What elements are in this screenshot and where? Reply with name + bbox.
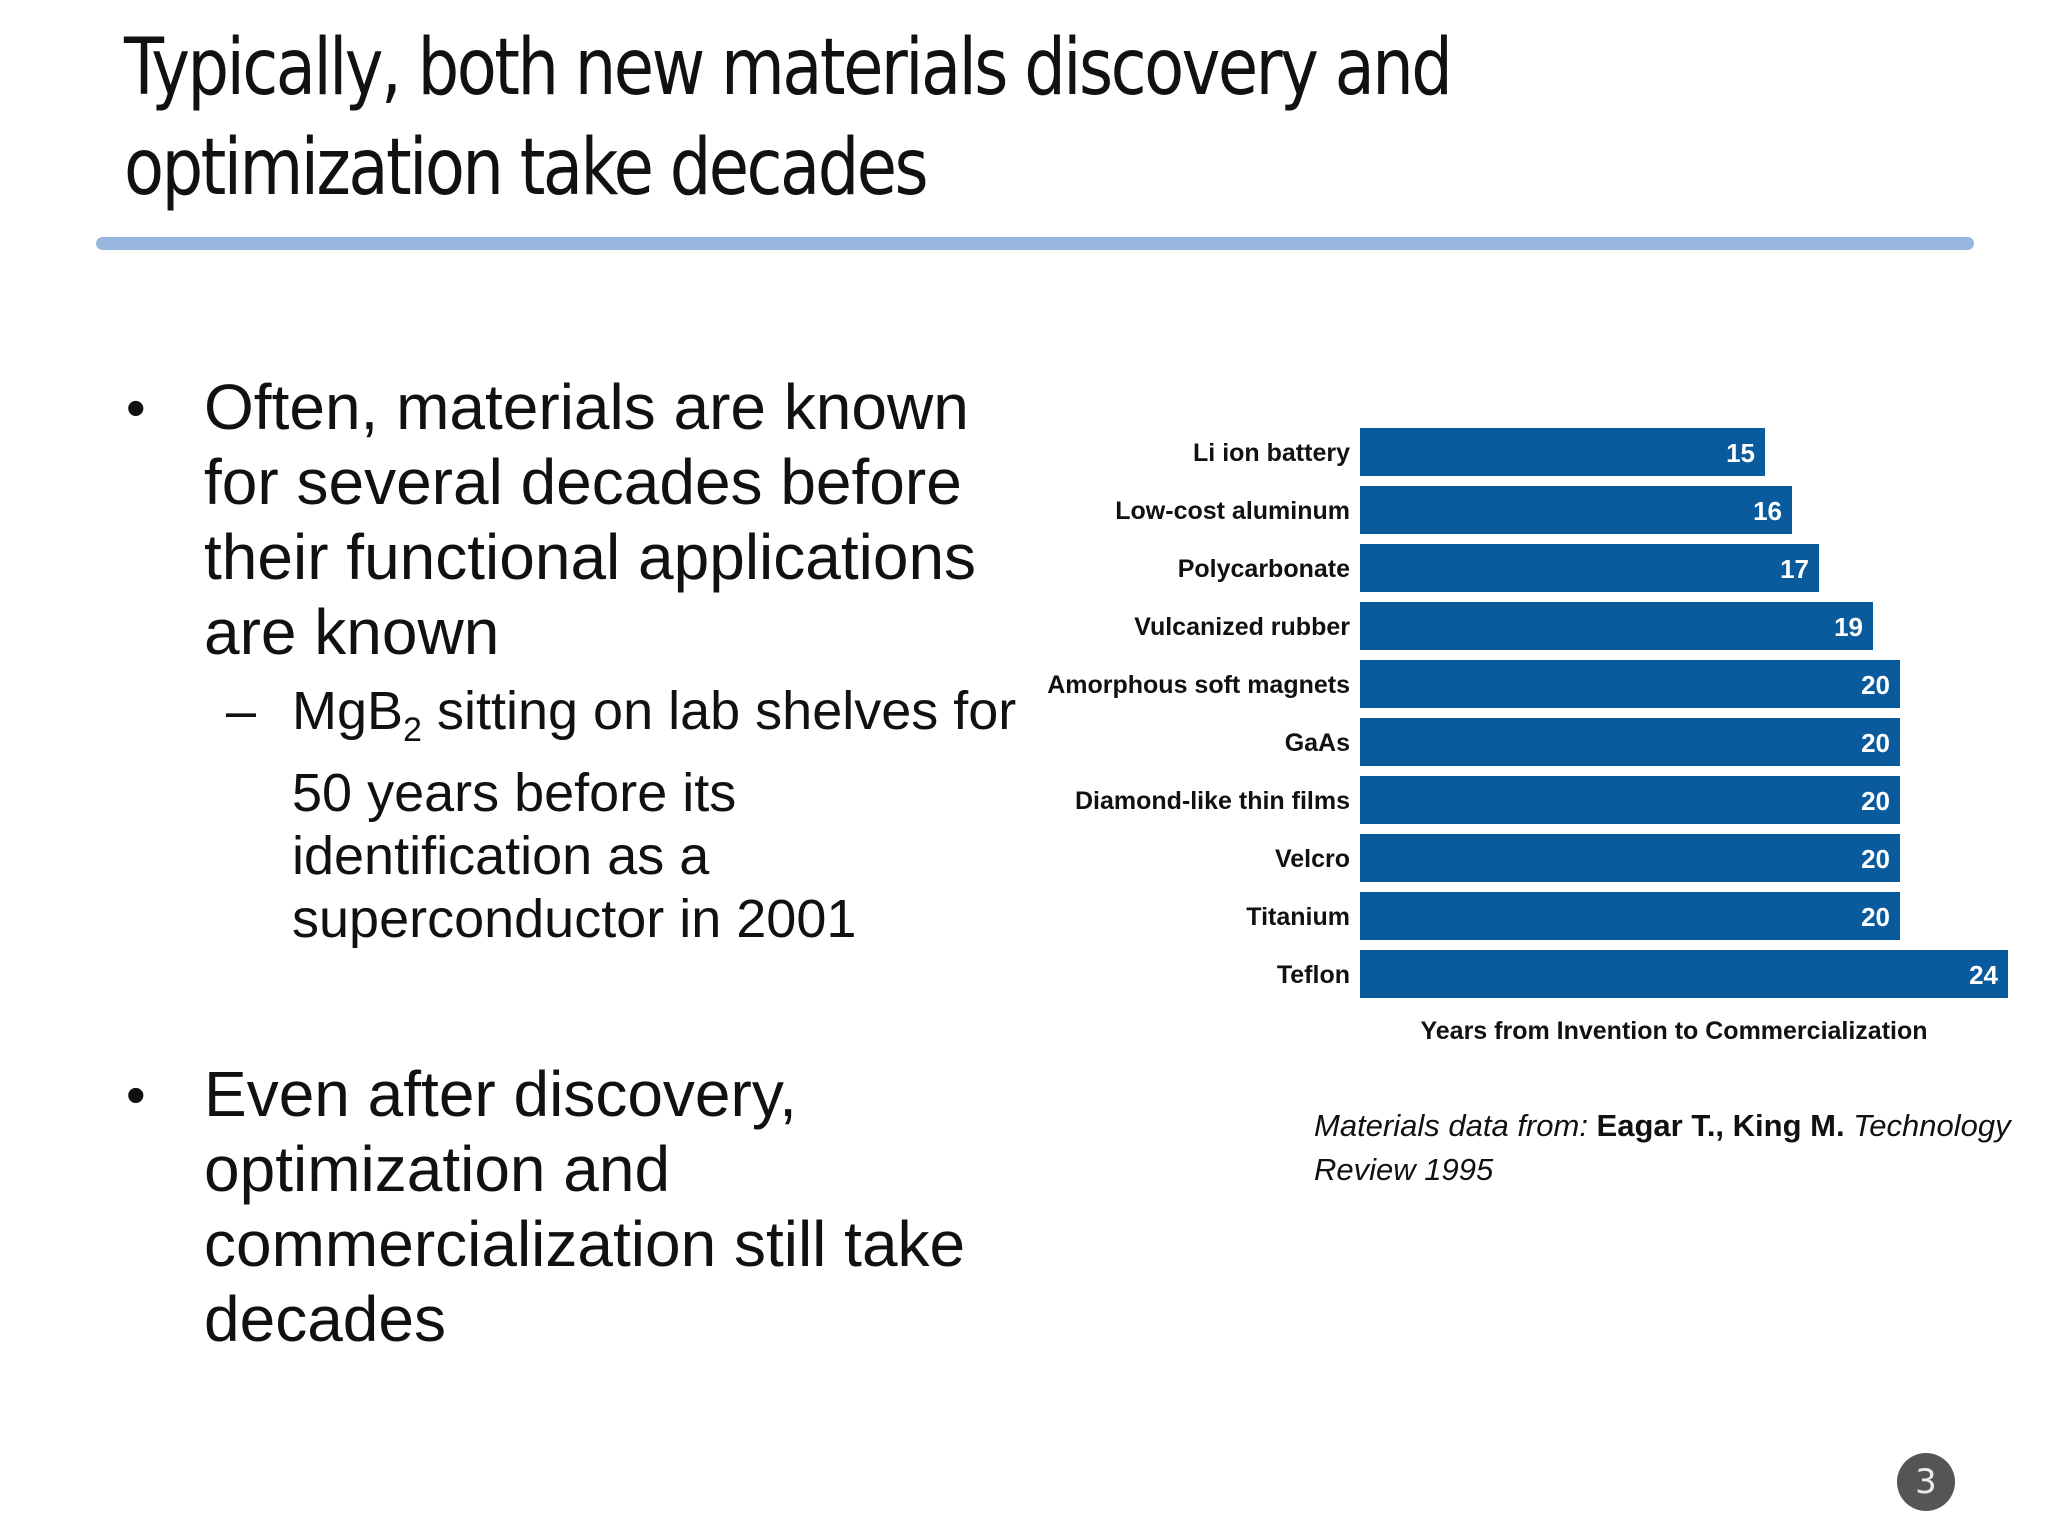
category-label: Li ion battery [1193,439,1350,467]
formula-subscript: 2 [403,710,422,749]
category-label: Teflon [1277,961,1350,989]
bullet-dot-icon: • [126,1062,146,1126]
data-label: 20 [1861,786,1890,816]
bar [1360,834,1900,882]
bar-chart: Li ion battery 15 Low-cost aluminum 16 Polyc… [1047,428,2008,1045]
category-label: Low-cost aluminum [1115,497,1350,525]
bar [1360,544,1819,592]
category-label: Polycarbonate [1178,555,1350,583]
bar [1360,892,1900,940]
data-label: 20 [1861,670,1890,700]
dash-icon: – [226,681,257,741]
category-label: Velcro [1275,845,1350,873]
category-label: GaAs [1285,729,1350,757]
bar [1360,486,1792,534]
title-rule [96,237,1974,250]
bar [1360,718,1900,766]
sub-bullet-text: MgB2 sitting on lab shelves for 50 years… [292,681,1016,949]
citation-authors: Eagar T., King M. [1596,1108,1845,1143]
category-label: Titanium [1246,903,1350,931]
left-margin [0,0,95,1536]
bullet-item: • Often, materials are known for several… [120,370,1050,670]
category-label: Vulcanized rubber [1134,613,1350,641]
page-number-badge: 3 [1897,1453,1955,1511]
bar [1360,428,1765,476]
bar [1360,776,1900,824]
formula-text: MgB [292,681,404,741]
data-label: 17 [1780,554,1809,584]
bullet-text: Often, materials are known for several d… [204,371,977,668]
bar [1360,950,2008,998]
bullet-list: • Often, materials are known for several… [120,370,1050,1357]
data-label: 16 [1753,496,1782,526]
sub-bullet-rest: sitting on lab shelves for 50 years befo… [292,681,1017,949]
data-label: 20 [1861,844,1890,874]
data-label: 19 [1834,612,1863,642]
category-label: Diamond-like thin films [1075,787,1350,815]
citation: Materials data from: Eagar T., King M. T… [1314,1104,2034,1192]
slide-title: Typically, both new materials discovery … [124,23,1453,213]
bullet-item: • Even after discovery, optimization and… [120,1057,1050,1357]
data-label: 20 [1861,902,1890,932]
citation-prefix: Materials data from: [1314,1108,1597,1143]
x-axis-label: Years from Invention to Commercializatio… [1420,1017,1927,1045]
bullet-dot-icon: • [126,376,146,439]
data-label: 24 [1969,960,1998,990]
sub-bullet-item: – MgB2 sitting on lab shelves for 50 yea… [120,680,1050,951]
bar [1360,660,1900,708]
bar [1360,602,1873,650]
bullet-text: Even after discovery, optimization and c… [204,1057,966,1355]
data-label: 15 [1726,438,1755,468]
citation-suffix: Technology Review 1995 [1314,1108,2011,1187]
data-label: 20 [1861,728,1890,758]
category-label: Amorphous soft magnets [1047,671,1350,699]
